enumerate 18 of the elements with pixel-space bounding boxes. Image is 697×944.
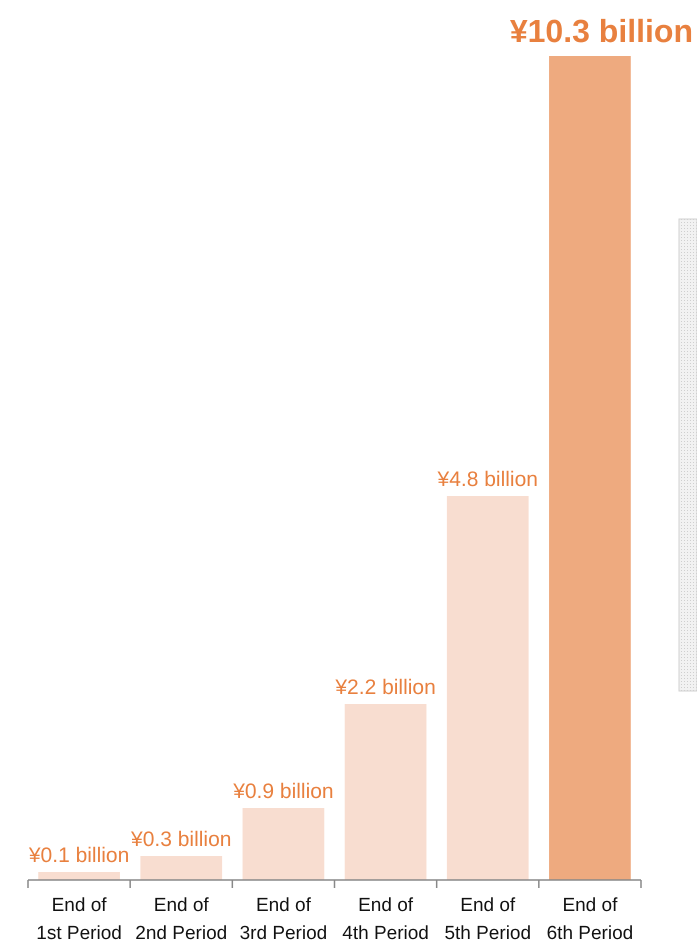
- x-tick-label: End of 1st Period: [36, 895, 122, 944]
- bar: [242, 808, 324, 880]
- x-tick-label: End of 3rd Period: [240, 895, 328, 944]
- data-label: ¥0.1 billion: [28, 844, 130, 867]
- bar: [446, 496, 529, 880]
- bar: [38, 872, 120, 880]
- x-tick-label: End of 4th Period: [342, 895, 429, 944]
- bar: [140, 856, 222, 880]
- bar: [344, 704, 426, 880]
- x-tick-label: End of 6th Period: [546, 895, 634, 944]
- data-label: ¥2.2 billion: [334, 676, 436, 699]
- data-label: ¥0.9 billion: [232, 780, 334, 803]
- data-label: ¥10.3 billion: [510, 13, 693, 49]
- x-tick-label: End of 5th Period: [444, 895, 532, 944]
- data-label: ¥0.3 billion: [130, 828, 232, 851]
- x-tick-label: End of 2nd Period: [135, 895, 228, 944]
- data-label: ¥4.8 billion: [436, 468, 538, 491]
- bar: [549, 56, 631, 880]
